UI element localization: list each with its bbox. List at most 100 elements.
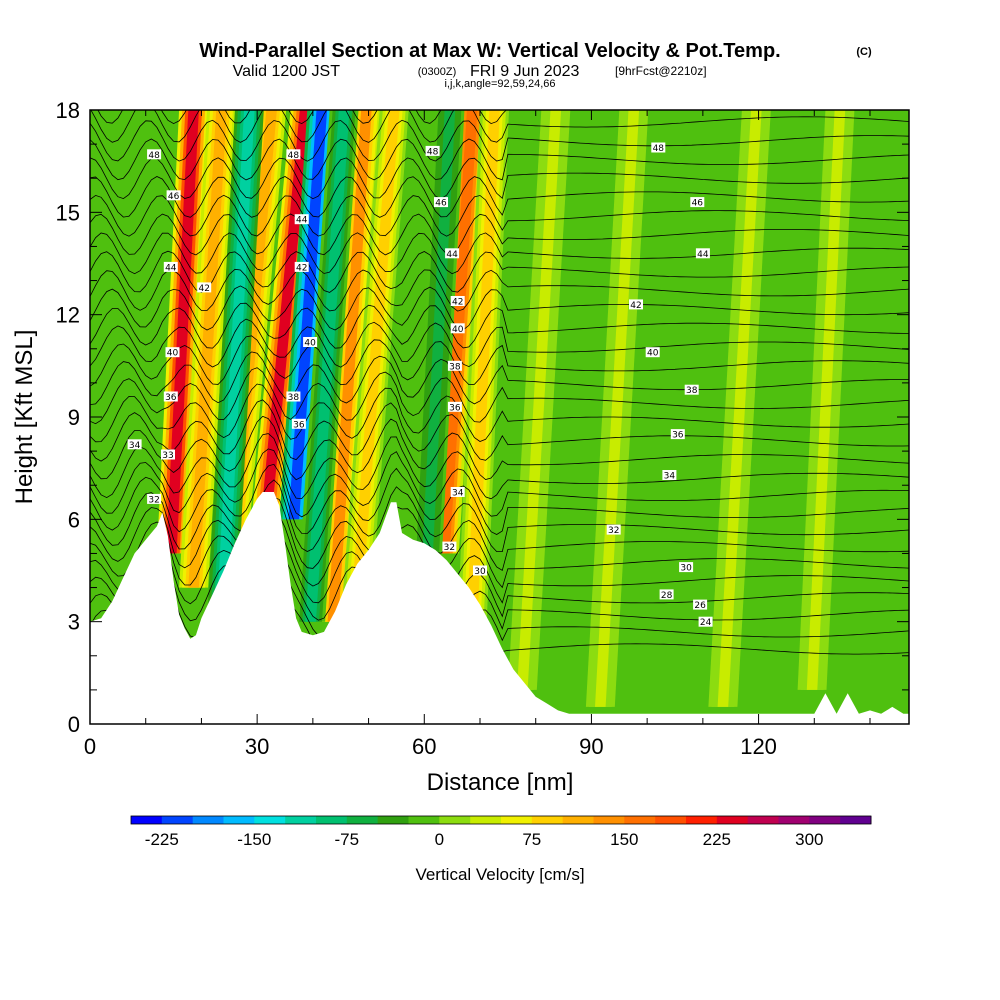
isentrope-label-bg-21 [447,401,462,412]
isentrope-labels: 34 32 33 36 40 44 46 48 42 48 44 42 40 38 36 48 46 44 42 40… [127,142,713,628]
forecast-cycle: [9hrFcst@2210z] [615,64,707,78]
colorbar-swatch-19 [716,816,749,824]
y-tick-label-2: 6 [68,507,80,532]
isentrope-label-26: 46 [692,199,704,209]
isentrope-line-9 [90,448,909,518]
colorbar-swatch-14 [562,816,594,824]
isentrope-label-32: 34 [664,472,676,482]
isentrope-label-bg-6 [166,190,181,201]
isentrope-label-20: 38 [449,362,461,372]
x-axis: 0 30 60 90 120 [84,110,871,759]
isentrope-label-bg-15 [425,145,440,156]
colorbar-tick-label-4: 75 [522,830,541,849]
y-tick-label-1: 3 [68,610,80,635]
isentrope-label-14: 36 [293,420,305,430]
isentrope-line-16 [90,335,909,387]
velocity-band-15-level-3 [806,110,846,690]
isentrope-contours [90,110,909,670]
isentrope-label-bg-32 [662,470,677,480]
colorbar: -225 -150 -75 0 75 150 225 300 [130,815,872,849]
isentrope-label-23: 32 [444,543,455,553]
chart-main-title: Wind-Parallel Section at Max W: Vertical… [199,40,780,62]
colorbar-swatch-17 [655,816,687,824]
valid-date: FRI 9 Jun 2023 [470,63,580,80]
isentrope-label-bg-9 [286,149,301,160]
isentrope-label-18: 42 [452,298,463,308]
isentrope-label-33: 32 [608,526,619,536]
isentrope-line-14 [90,367,909,425]
isentrope-label-bg-18 [450,296,465,306]
isentrope-label-bg-31 [670,429,685,440]
isentrope-label-bg-17 [445,248,460,259]
isentrope-line-23 [90,213,909,256]
isentrope-line-8 [90,463,909,535]
colorbar-swatch-13 [531,816,564,824]
isentrope-label-24: 30 [474,567,486,577]
isentrope-label-35: 28 [661,591,673,601]
velocity-band-3-level-3 [260,110,311,520]
isentrope-label-bg-7 [147,149,162,160]
isentrope-line-19 [90,285,909,331]
isentrope-label-bg-37 [698,616,713,627]
isentrope-label-bg-12 [303,337,318,347]
isentrope-line-27 [90,138,909,181]
isentrope-label-bg-11 [294,261,309,272]
isentrope-label-5: 44 [165,263,177,273]
isentrope-line-28 [90,119,909,162]
isentrope-label-16: 46 [435,199,447,209]
colorbar-tick-label-1: -150 [237,830,271,849]
isentrope-line-15 [90,351,909,405]
x-tick-label-4: 120 [740,734,777,759]
isentrope-label-bg-16 [434,197,448,208]
x-tick-label-2: 60 [412,734,436,759]
isentrope-label-bg-28 [629,299,643,310]
isentrope-label-bg-4 [165,347,180,358]
x-axis-label: Distance [nm] [427,769,574,796]
isentrope-line-6 [90,496,909,572]
isentrope-label-36: 26 [694,601,706,611]
colorbar-swatch-20 [747,816,779,824]
isentrope-line-29 [90,110,909,143]
isentrope-label-2: 33 [162,451,173,461]
colorbar-swatch-23 [840,816,872,824]
isentrope-label-bg-33 [606,524,621,535]
colorbar-swatch-0 [131,816,163,824]
colorbar-swatch-3 [223,816,255,824]
isentrope-label-3: 36 [165,393,177,403]
colorbar-swatch-18 [686,816,718,824]
isentrope-label-bg-10 [294,214,309,225]
isentrope-label-bg-3 [163,391,178,402]
colorbar-swatch-11 [470,816,502,824]
isentrope-label-bg-22 [450,487,465,497]
isentrope-label-30: 38 [686,386,698,396]
colorbar-swatch-7 [346,816,379,824]
isentrope-label-8: 42 [198,284,209,294]
isentrope-label-bg-26 [690,197,705,208]
isentrope-label-6: 46 [168,192,180,202]
velocity-band-4-level-3 [288,110,328,520]
isentrope-label-15: 48 [427,147,439,157]
isentrope-label-31: 36 [672,431,684,441]
isentrope-label-bg-36 [693,599,708,610]
isentrope-label-25: 48 [653,144,665,154]
isentrope-label-bg-24 [473,565,487,576]
velocity-band-13-level-3 [595,110,640,707]
grid-indices: i,j,k,angle=92,59,24,66 [444,78,555,90]
isentrope-label-bg-1 [147,493,162,504]
x-tick-label-0: 0 [84,734,96,759]
isentrope-label-13: 38 [288,393,300,403]
terrain-mask [90,492,909,724]
colorbar-swatch-6 [316,816,348,824]
isentrope-line-22 [90,232,909,275]
isentrope-line-18 [90,302,909,349]
colorbar-swatch-21 [778,816,810,824]
velocity-band-6-level-3 [349,110,400,622]
velocity-band-1-level-3 [188,110,227,588]
isentrope-label-bg-27 [695,248,710,259]
colorbar-swatch-12 [501,816,533,824]
x-tick-label-1: 30 [245,734,269,759]
velocity-band-5-level-3 [327,110,372,622]
isentrope-label-17: 44 [446,250,458,260]
y-tick-label-5: 15 [56,200,80,225]
